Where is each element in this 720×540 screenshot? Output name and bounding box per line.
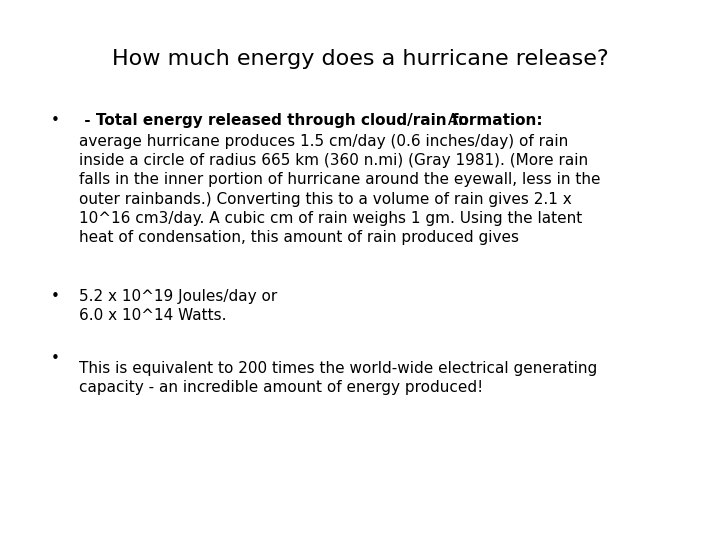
Text: •: • (50, 289, 59, 303)
Text: •: • (50, 113, 59, 129)
Text: •: • (50, 350, 59, 366)
Text: This is equivalent to 200 times the world-wide electrical generating
capacity - : This is equivalent to 200 times the worl… (79, 361, 598, 395)
Text: - Total energy released through cloud/rain formation:: - Total energy released through cloud/ra… (79, 113, 543, 129)
Text: An: An (443, 113, 468, 129)
Text: How much energy does a hurricane release?: How much energy does a hurricane release… (112, 49, 608, 69)
Text: 5.2 x 10^19 Joules/day or
6.0 x 10^14 Watts.: 5.2 x 10^19 Joules/day or 6.0 x 10^14 Wa… (79, 289, 277, 323)
Text: average hurricane produces 1.5 cm/day (0.6 inches/day) of rain
inside a circle o: average hurricane produces 1.5 cm/day (0… (79, 134, 600, 245)
